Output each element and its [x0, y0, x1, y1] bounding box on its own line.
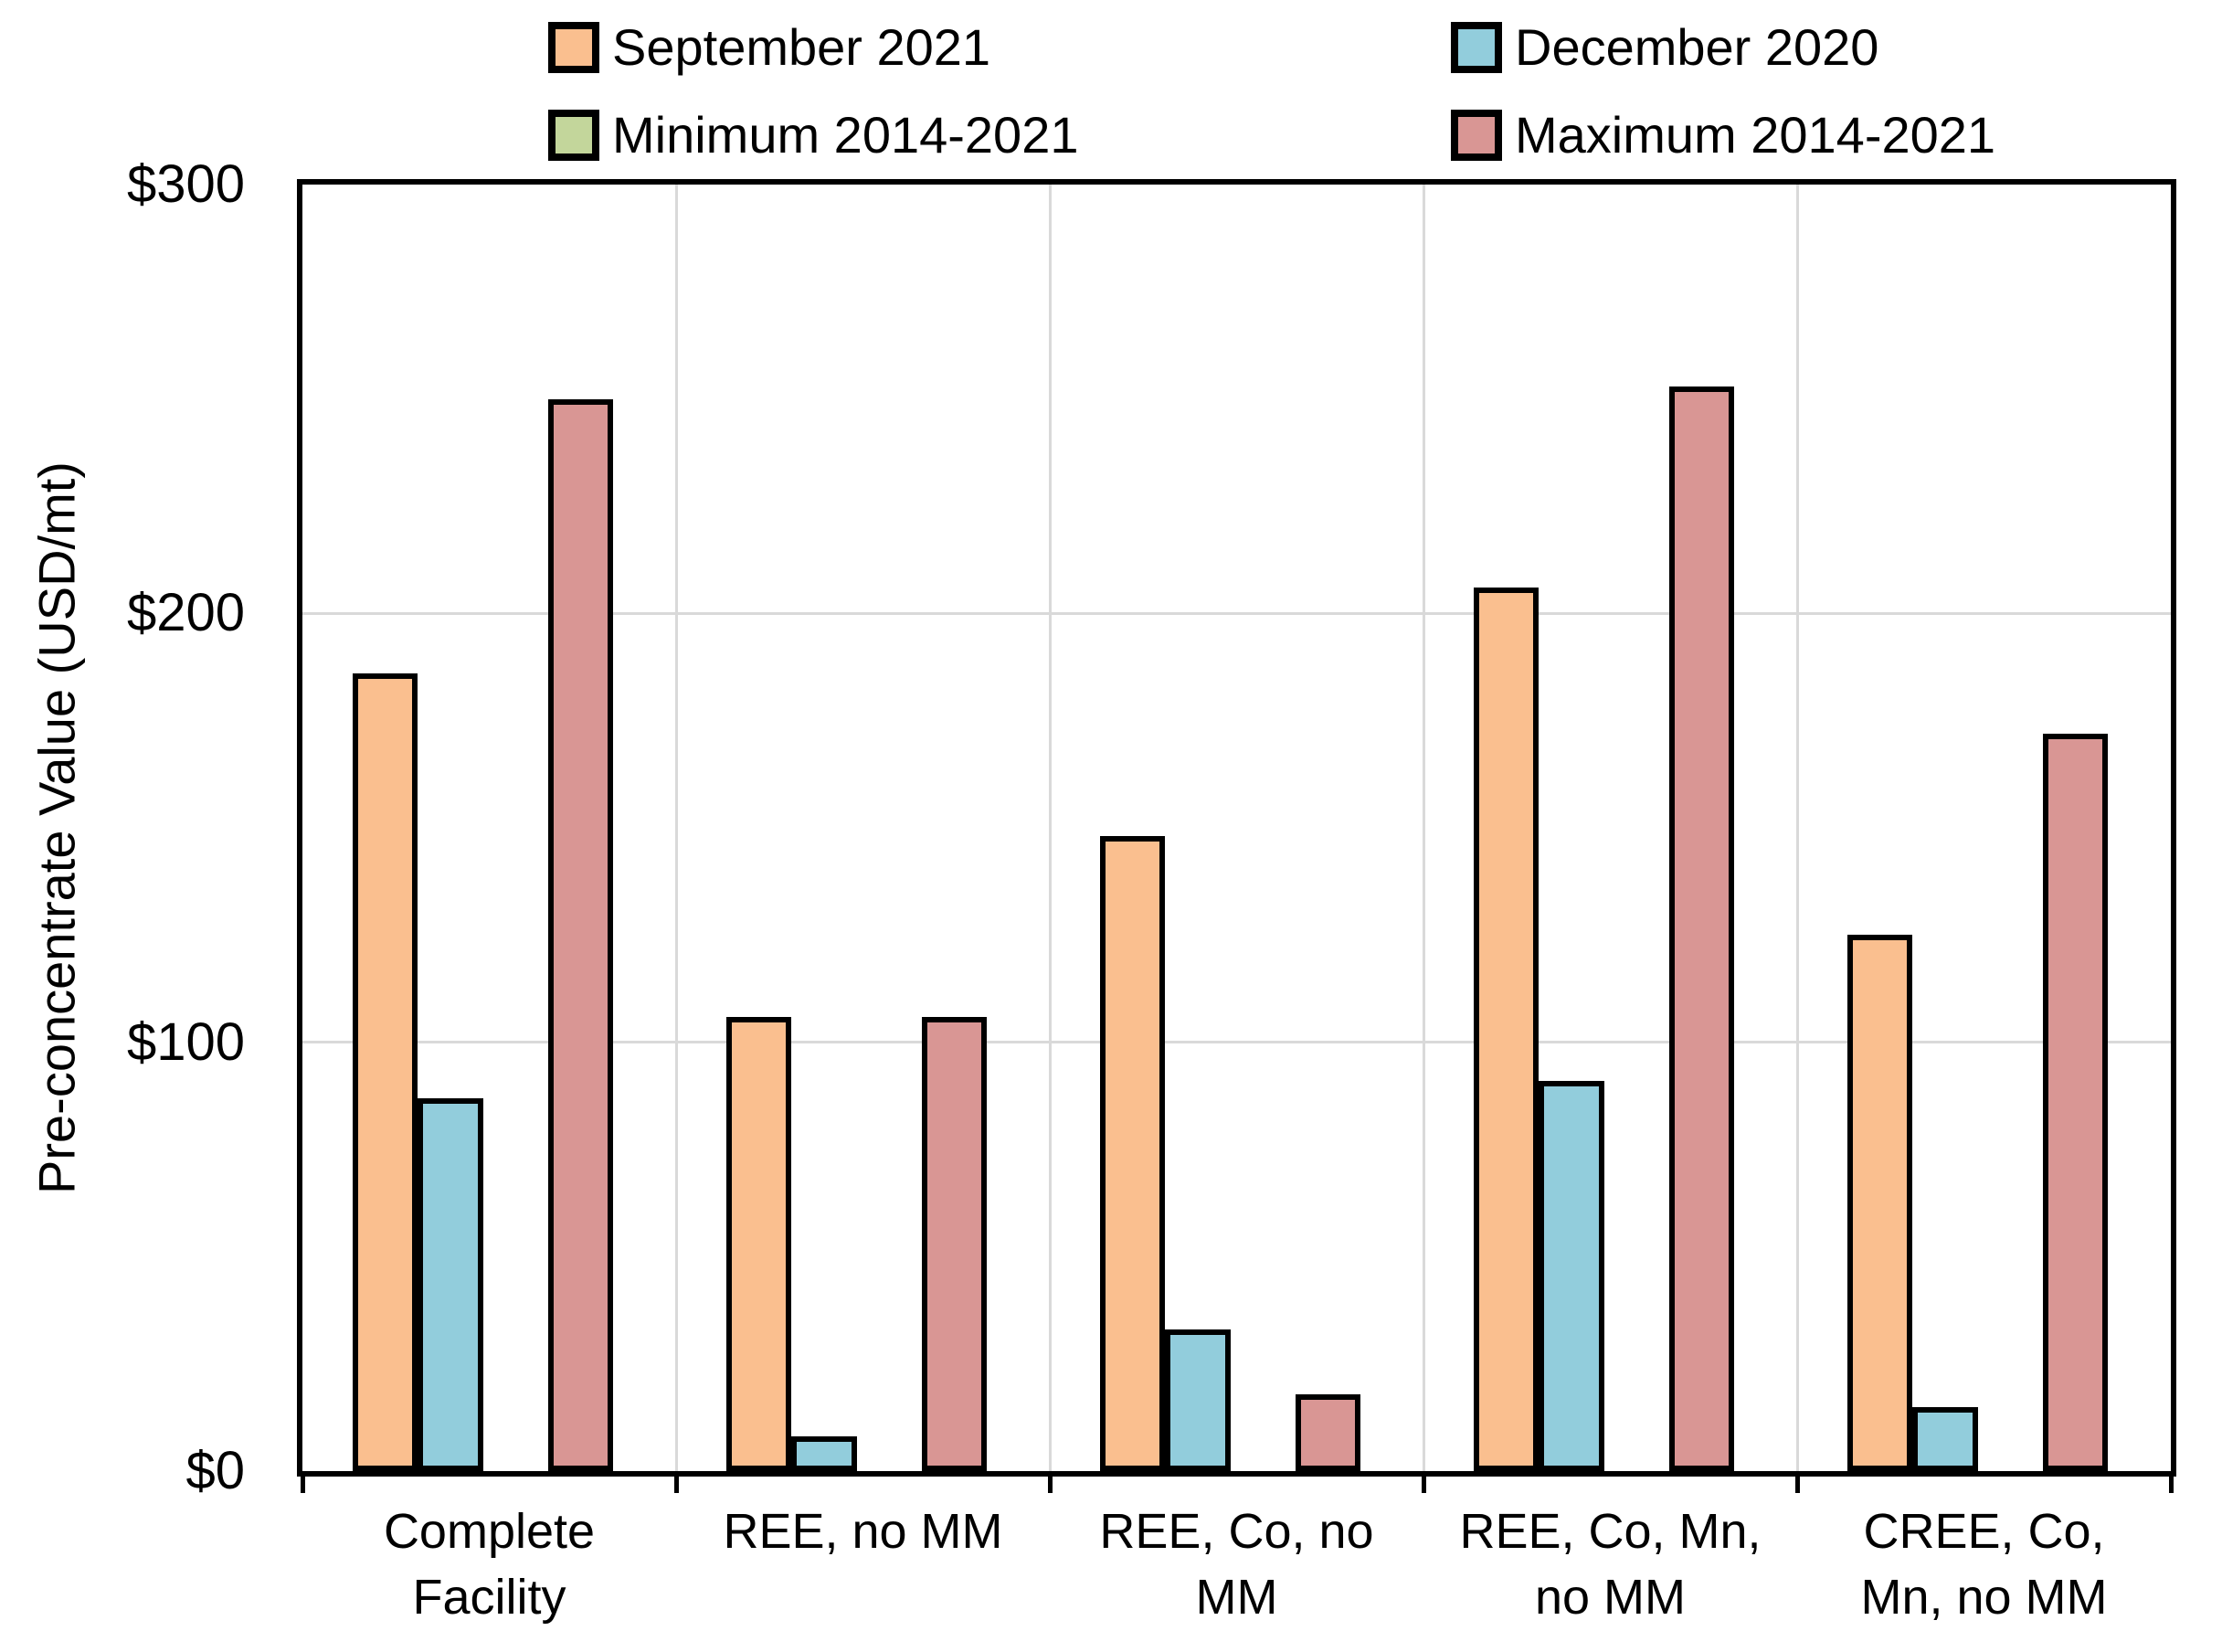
- bar-december-2020-group-4: [1539, 1080, 1604, 1471]
- x-axis-tick-3: [1421, 1471, 1426, 1493]
- bar-december-2020-group-3: [1165, 1329, 1231, 1471]
- bar-september-2021-group-5: [1847, 935, 1913, 1471]
- v-gridline-2: [1048, 185, 1052, 1471]
- legend-label: Maximum 2014-2021: [1515, 106, 1996, 164]
- y-tick-label-300: $300: [126, 154, 245, 214]
- x-axis-tick-5: [2168, 1471, 2174, 1493]
- legend-item-september-2021: September 2021: [548, 20, 990, 75]
- h-gridline-200: [302, 611, 2171, 615]
- legend-item-december-2020: December 2020: [1451, 20, 1878, 75]
- bar-maximum-2014-2021-group-3: [1295, 1393, 1360, 1471]
- x-axis-tick-2: [1047, 1471, 1053, 1493]
- legend-swatch-september-2021: [548, 22, 599, 73]
- v-gridline-3: [1422, 185, 1425, 1471]
- bar-september-2021-group-2: [726, 1016, 792, 1471]
- legend-swatch-december-2020: [1451, 22, 1502, 73]
- bar-maximum-2014-2021-group-5: [2042, 733, 2108, 1471]
- bar-maximum-2014-2021-group-1: [547, 398, 613, 1471]
- bar-september-2021-group-1: [353, 673, 418, 1471]
- category-label-5: CREE, Co, Mn, no MM: [1860, 1504, 2108, 1625]
- legend-item-minimum-2014-2021: Minimum 2014-2021: [548, 108, 1078, 163]
- bar-maximum-2014-2021-group-2: [921, 1016, 987, 1471]
- v-gridline-1: [674, 185, 678, 1471]
- legend-label: September 2021: [612, 18, 991, 76]
- category-label-3: REE, Co, no MM: [1099, 1504, 1374, 1625]
- category-label-4: REE, Co, Mn, no MM: [1459, 1504, 1762, 1625]
- bar-september-2021-group-3: [1100, 836, 1166, 1471]
- y-tick-label-0: $0: [185, 1441, 245, 1500]
- bar-december-2020-group-1: [418, 1097, 483, 1471]
- legend-item-maximum-2014-2021: Maximum 2014-2021: [1451, 108, 1995, 163]
- x-axis-tick-4: [1794, 1471, 1800, 1493]
- bar-december-2020-group-5: [1912, 1406, 1978, 1471]
- v-gridline-4: [1795, 185, 1799, 1471]
- legend-label: December 2020: [1515, 18, 1879, 76]
- bar-september-2021-group-4: [1474, 588, 1540, 1471]
- bar-maximum-2014-2021-group-4: [1668, 386, 1734, 1471]
- h-gridline-100: [302, 1041, 2171, 1044]
- legend-label: Minimum 2014-2021: [612, 106, 1079, 164]
- x-axis-tick-0: [300, 1471, 305, 1493]
- category-label-2: REE, no MM: [723, 1504, 1003, 1559]
- y-axis-title: Pre-concentrate Value (USD/mt): [27, 461, 86, 1194]
- legend-swatch-minimum-2014-2021: [548, 110, 599, 161]
- y-tick-label-100: $100: [126, 1011, 245, 1072]
- bar-december-2020-group-2: [791, 1436, 857, 1471]
- category-label-1: Complete Facility: [383, 1504, 596, 1625]
- legend-swatch-maximum-2014-2021: [1451, 110, 1502, 161]
- plot-border: [297, 179, 2176, 1477]
- x-axis-tick-1: [673, 1471, 679, 1493]
- y-tick-label-200: $200: [126, 583, 245, 643]
